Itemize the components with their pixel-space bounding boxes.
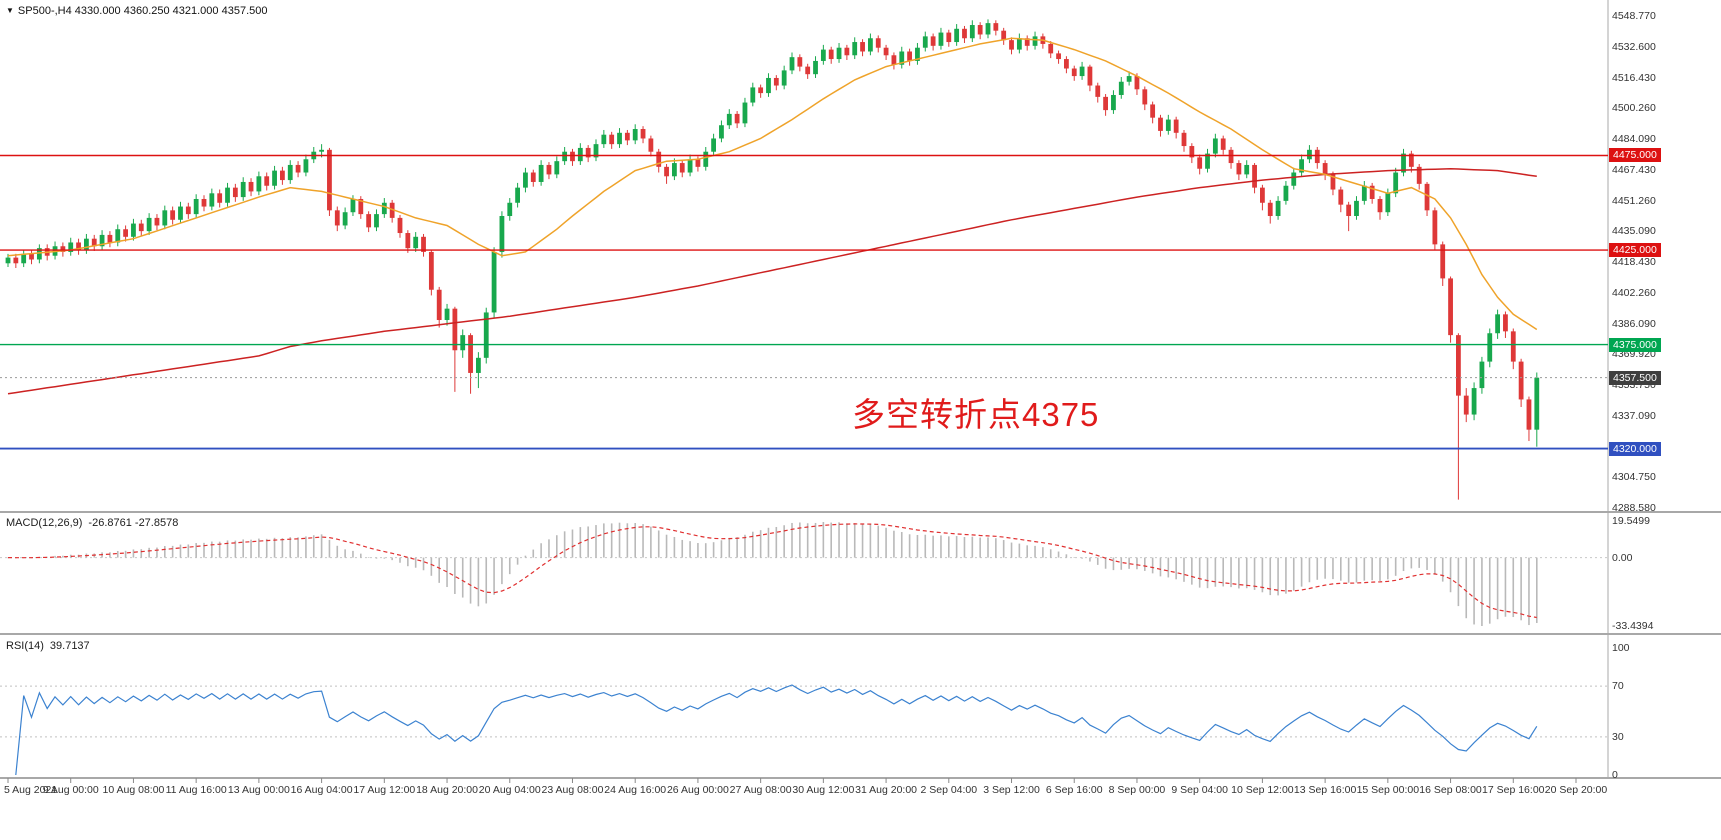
price-level-tag: 4425.000	[1609, 243, 1661, 258]
time-axis-label: 10 Aug 08:00	[102, 784, 165, 796]
rsi-level-lines	[0, 685, 1608, 738]
time-axis-ticks	[7, 778, 1577, 783]
price-axis-label: 4467.430	[1612, 163, 1656, 176]
panel-separators	[0, 0, 1721, 779]
symbol-info: ▼ SP500-,H4 4330.000 4360.250 4321.000 43…	[6, 5, 267, 17]
rsi-value: 39.7137	[49, 640, 90, 652]
price-axis-label: 4288.580	[1612, 502, 1656, 514]
time-axis-label: 24 Aug 16:00	[604, 784, 667, 796]
macd-axis-label: 19.5499	[1612, 515, 1650, 527]
price-axis-label: 4484.090	[1612, 133, 1656, 145]
price-level-tag: 4375.000	[1609, 337, 1661, 352]
rsi-axis-label: 30	[1612, 730, 1624, 743]
price-axis-label: 4500.260	[1612, 102, 1656, 115]
ma-slow-line	[7, 167, 1537, 395]
price-axis-label: 4516.430	[1612, 71, 1656, 84]
price-level-tag: 4475.000	[1609, 148, 1661, 163]
time-axis-label: 5 Aug 2021	[4, 784, 58, 796]
time-axis-label: 13 Sep 16:00	[1293, 784, 1357, 796]
rsi-axis-label: 0	[1612, 769, 1618, 781]
time-axis-label: 27 Aug 08:00	[729, 784, 792, 796]
macd-axis-label: 0.00	[1612, 551, 1633, 564]
macd-histogram	[7, 522, 1538, 626]
rsi-axis-label: 100	[1612, 642, 1630, 654]
time-axis-label: 17 Sep 16:00	[1482, 784, 1545, 796]
symbol-marker-icon: ▼	[6, 6, 14, 15]
time-axis-label: 20 Sep 20:00	[1544, 784, 1608, 796]
time-axis-label: 9 Sep 04:00	[1171, 784, 1228, 796]
price-axis-label: 4402.260	[1612, 286, 1656, 299]
macd-signal-line	[7, 523, 1537, 619]
price-axis-label: 4337.090	[1612, 409, 1656, 422]
macd-axis-label: -33.4394	[1612, 620, 1654, 632]
time-axis-label: 3 Sep 12:00	[983, 784, 1040, 796]
price-axis-label: 4386.090	[1612, 317, 1656, 330]
price-axis-label: 4451.260	[1612, 194, 1656, 207]
time-axis-label: 16 Aug 04:00	[290, 784, 353, 796]
time-axis-label: 9 Aug 00:00	[42, 784, 99, 796]
time-axis-label: 8 Sep 00:00	[1108, 784, 1166, 796]
time-axis-label: 23 Aug 08:00	[541, 784, 604, 796]
current-price-tag: 4357.500	[1609, 370, 1661, 385]
macd-name: MACD(12,26,9)	[6, 517, 83, 529]
price-level-tag: 4320.000	[1609, 441, 1661, 456]
macd-values: -26.8761 -27.8578	[88, 517, 179, 529]
time-axis-label: 30 Aug 12:00	[792, 784, 855, 796]
symbol-ohlc-text: SP500-,H4 4330.000 4360.250 4321.000 435…	[17, 5, 268, 17]
time-axis-label: 10 Sep 12:00	[1231, 784, 1294, 796]
rsi-name: RSI(14)	[6, 640, 44, 652]
time-axis-label: 11 Aug 16:00	[165, 784, 227, 796]
time-axis-label: 26 Aug 00:00	[666, 784, 729, 796]
time-axis-label: 13 Aug 00:00	[227, 784, 290, 796]
time-axis-label: 18 Aug 20:00	[416, 784, 478, 796]
price-axis-label: 4435.090	[1612, 225, 1656, 238]
rsi-line	[15, 684, 1538, 776]
chart-annotation-text[interactable]: 多空转折点4375	[852, 396, 1100, 433]
time-axis-label: 20 Aug 04:00	[478, 784, 541, 796]
price-axis-label: 4304.750	[1612, 471, 1656, 484]
rsi-indicator-label: RSI(14) 39.7137	[6, 640, 90, 652]
price-axis-label: 4548.770	[1612, 10, 1656, 22]
rsi-axis-label: 70	[1612, 680, 1624, 693]
time-axis-label: 16 Sep 08:00	[1419, 784, 1482, 796]
horizontal-level-lines	[0, 154, 1608, 450]
time-axis-label: 17 Aug 12:00	[353, 784, 416, 796]
price-axis-label: 4418.430	[1612, 256, 1656, 268]
time-axis-label: 31 Aug 20:00	[855, 784, 918, 796]
ma-fast-line	[7, 37, 1538, 331]
price-axis-label: 4532.600	[1612, 40, 1656, 53]
time-axis-label: 2 Sep 04:00	[920, 784, 978, 796]
time-axis-label: 6 Sep 16:00	[1045, 784, 1103, 796]
macd-indicator-label: MACD(12,26,9) -26.8761 -27.8578	[6, 517, 178, 529]
candlestick-series	[5, 19, 1540, 500]
time-axis-label: 15 Sep 00:00	[1356, 784, 1420, 796]
